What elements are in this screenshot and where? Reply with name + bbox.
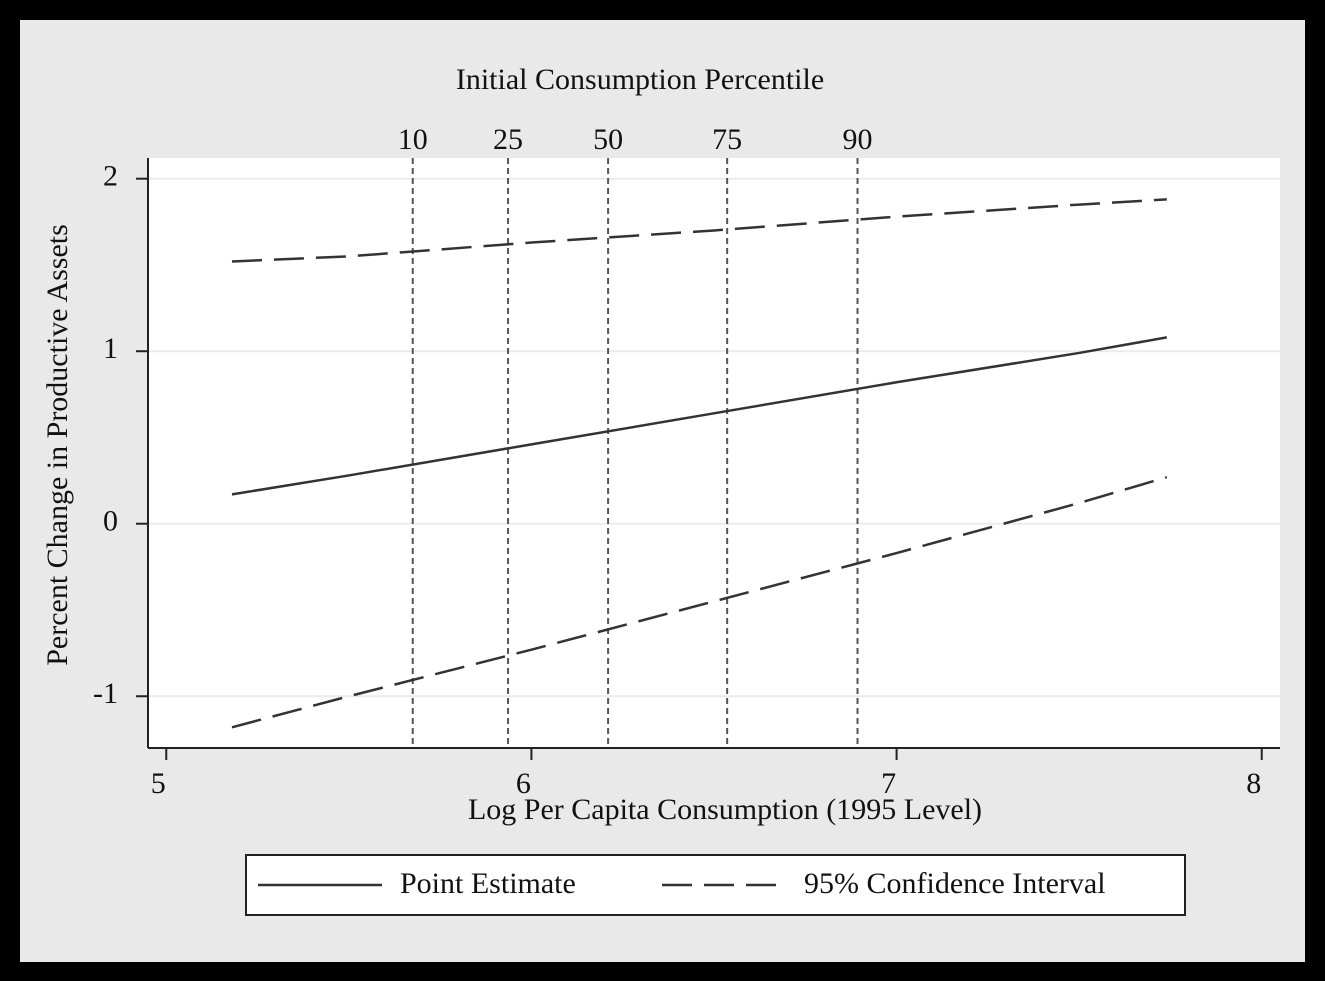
x-tick-label: 7 <box>881 767 896 800</box>
y-axis-title: Percent Change in Productive Assets <box>41 224 74 666</box>
series-line <box>231 198 1167 263</box>
percentile-label: 10 <box>398 123 428 156</box>
legend-label: 95% Confidence Interval <box>804 867 1106 900</box>
x-axis-title: Log Per Capita Consumption (1995 Level) <box>468 793 982 826</box>
percentile-label: 50 <box>593 123 623 156</box>
y-tick-label: 0 <box>103 505 118 538</box>
y-tick-label: 1 <box>103 332 118 365</box>
plot-area <box>148 158 1280 748</box>
y-tick-label: -1 <box>93 677 118 710</box>
x-tick-label: 5 <box>151 767 166 800</box>
legend-label: Point Estimate <box>400 867 576 900</box>
x-tick-label: 8 <box>1246 767 1261 800</box>
x-tick-label: 6 <box>516 767 531 800</box>
y-tick-label: 2 <box>103 160 118 193</box>
series-line <box>231 336 1168 496</box>
percentile-label: 25 <box>493 123 523 156</box>
top-axis-title: Initial Consumption Percentile <box>456 63 824 96</box>
percentile-label: 75 <box>712 123 742 156</box>
percentile-label: 90 <box>843 123 873 156</box>
